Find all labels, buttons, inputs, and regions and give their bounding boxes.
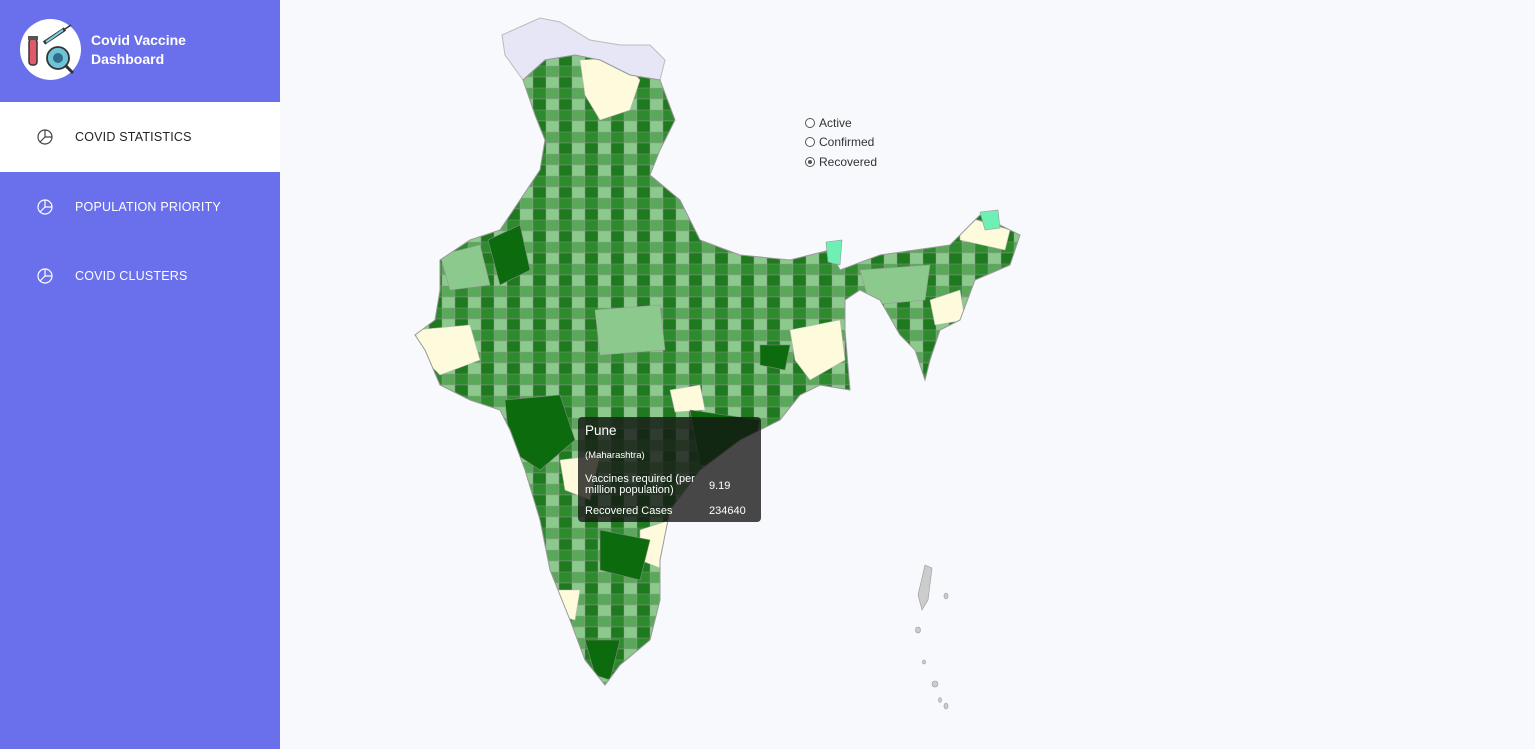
nav-label: COVID STATISTICS — [75, 130, 192, 144]
radio-label: Recovered — [819, 154, 878, 169]
district-sikkim[interactable] — [825, 239, 843, 266]
radio-button[interactable] — [805, 156, 815, 167]
tooltip-cases-label: Recovered Cases — [585, 505, 673, 517]
district-pale[interactable] — [789, 319, 846, 381]
radio-confirmed[interactable]: Confirmed — [805, 133, 877, 153]
nav-label: POPULATION PRIORITY — [75, 200, 221, 214]
radio-button[interactable] — [805, 137, 815, 148]
brand-header: Covid Vaccine Dashboard — [0, 0, 280, 102]
district-dark[interactable] — [759, 344, 791, 371]
nav-item-covid-clusters[interactable]: COVID CLUSTERS — [0, 241, 280, 311]
district-dark[interactable] — [487, 224, 531, 286]
district-pale[interactable] — [669, 384, 706, 413]
india-outline — [414, 54, 1021, 686]
sidebar: Covid Vaccine Dashboard COVID STATISTICS… — [0, 0, 280, 749]
tooltip-state-name: (Maharashtra) — [585, 450, 645, 461]
radio-button[interactable] — [805, 117, 815, 128]
district-light[interactable] — [859, 264, 931, 306]
nav-item-covid-statistics[interactable]: COVID STATISTICS — [0, 102, 280, 172]
pie-chart-icon — [37, 199, 53, 215]
andaman-nicobar-islands[interactable] — [915, 564, 949, 710]
vaccine-virus-icon — [20, 19, 81, 80]
pie-chart-icon — [37, 129, 53, 145]
app-title: Covid Vaccine Dashboard — [91, 32, 186, 67]
nav-label: COVID CLUSTERS — [75, 269, 188, 283]
nav-item-population-priority[interactable]: POPULATION PRIORITY — [0, 172, 280, 242]
tooltip-cases-value: 234640 — [709, 505, 746, 517]
radio-recovered[interactable]: Recovered — [805, 152, 877, 172]
district-light[interactable] — [439, 244, 491, 291]
district-dark[interactable] — [599, 529, 651, 581]
map-metric-selector: Active Confirmed Recovered — [805, 113, 877, 172]
pie-chart-icon — [37, 268, 53, 284]
district-arunachal[interactable] — [979, 209, 1001, 231]
radio-label: Confirmed — [819, 135, 875, 150]
tooltip-vaccines-value: 9.19 — [709, 480, 731, 492]
radio-active[interactable]: Active — [805, 113, 877, 133]
radio-label: Active — [819, 115, 852, 130]
district-tooltip: Pune (Maharashtra) Vaccines required (pe… — [578, 417, 761, 522]
tooltip-vaccines-label: Vaccines required (per million populatio… — [585, 473, 695, 496]
district-layer[interactable] — [400, 40, 1040, 700]
district-light[interactable] — [594, 304, 666, 356]
tooltip-district-name: Pune — [585, 423, 617, 438]
